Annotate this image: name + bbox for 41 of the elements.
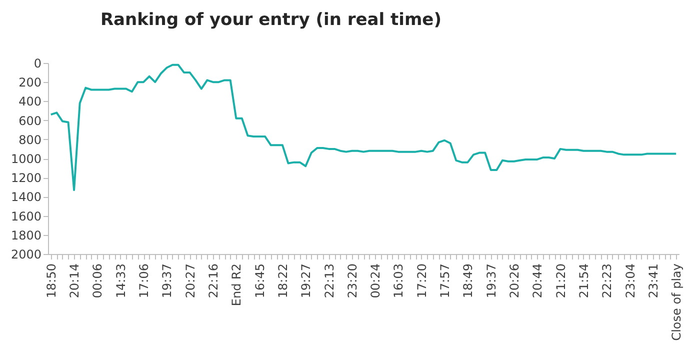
line-series [50, 64, 678, 192]
y-tick-label: 400 [18, 94, 42, 109]
x-tick-label: 18:49 [461, 264, 476, 298]
x-tick-label: 17:06 [137, 264, 152, 298]
x-tick-label: 20:44 [530, 264, 545, 298]
x-tick-label: 20:14 [68, 264, 82, 298]
x-tick-label: 18:22 [276, 264, 290, 298]
x-tick-label: 20:26 [508, 264, 522, 298]
x-tick-label: 20:27 [183, 264, 198, 298]
x-tick-label: End R2 [230, 264, 244, 306]
y-tick-label: 0 [34, 56, 42, 70]
x-tick-label: 18:50 [44, 264, 58, 298]
y-tick-label: 200 [18, 76, 42, 90]
x-tick-label: Close of play [670, 264, 684, 341]
x-tick-label: 19:27 [299, 264, 314, 298]
y-tick-label: 1400 [10, 190, 42, 204]
x-tick-label: 22:16 [206, 264, 220, 298]
y-tick-label: 2000 [10, 248, 42, 262]
x-tick-label: 17:20 [414, 264, 429, 298]
x-tick-label: 22:13 [322, 264, 336, 298]
chart-title: Ranking of your entry (in real time) [100, 10, 442, 30]
x-tick-label: 16:45 [252, 264, 267, 298]
x-tick-label: 00:06 [90, 264, 105, 298]
x-tick-label: 22:23 [600, 264, 614, 298]
y-tick-label: 600 [18, 114, 42, 128]
y-tick-label: 1000 [10, 152, 42, 166]
x-tick-label: 21:20 [554, 264, 568, 298]
x-tick-label: 19:37 [160, 264, 174, 298]
x-tick-label: 16:03 [392, 264, 406, 298]
x-tick-label: 17:57 [438, 264, 452, 298]
y-tick-label: 1800 [10, 228, 42, 242]
x-tick-label: 23:41 [646, 264, 660, 298]
x-tick-label: 19:37 [484, 264, 498, 298]
x-tick-label: 23:20 [345, 264, 360, 298]
x-tick-label: 23:04 [623, 264, 638, 298]
x-tick-label: 14:33 [114, 264, 128, 298]
x-tick-label: 21:54 [576, 264, 591, 298]
y-tick-label: 1200 [10, 171, 42, 186]
y-tick-label: 800 [18, 132, 42, 147]
y-tick-label: 1600 [10, 209, 42, 224]
x-tick-label: 00:24 [368, 264, 383, 298]
